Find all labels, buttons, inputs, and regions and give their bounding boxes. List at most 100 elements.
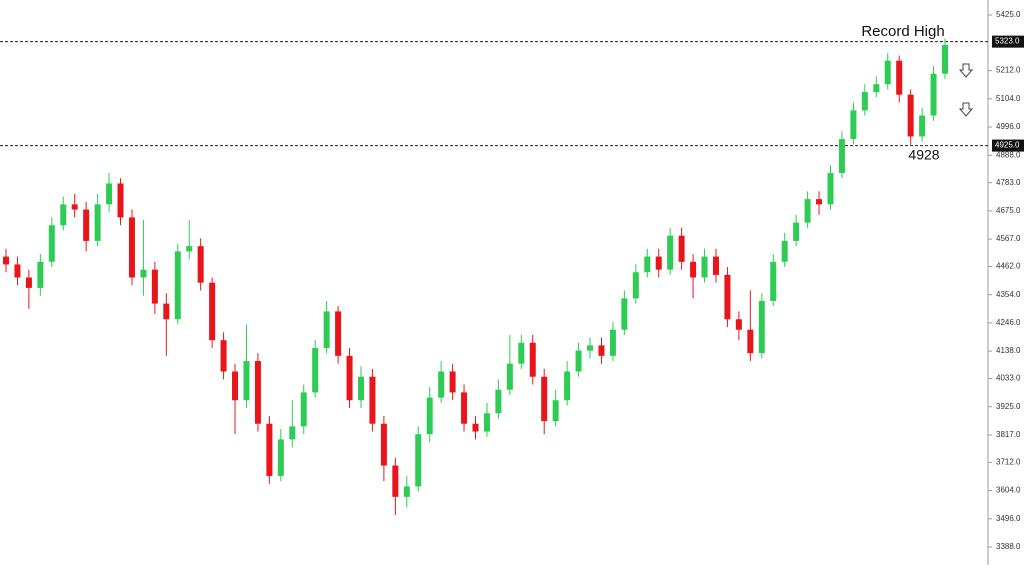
candle-body (518, 342, 525, 364)
y-tick-label: 3604.0 (996, 486, 1021, 495)
candle-body (369, 376, 376, 424)
candle-body (60, 204, 67, 226)
candle-body (266, 423, 273, 476)
candle-body (186, 246, 193, 252)
candle-body (667, 235, 674, 270)
y-tick-label: 4033.0 (996, 374, 1021, 383)
y-tick-label: 4246.0 (996, 318, 1021, 327)
candle-body (71, 204, 78, 210)
candle-body (587, 345, 594, 351)
y-tick-label: 5104.0 (996, 94, 1021, 103)
candle-body (816, 199, 823, 205)
candle-body (426, 397, 433, 435)
candle-body (724, 274, 731, 320)
candle-body (827, 173, 834, 205)
candle-body (770, 261, 777, 301)
candle-body (701, 256, 708, 278)
candle-body (793, 222, 800, 241)
candle-body (873, 84, 880, 93)
annotation: Record High (861, 23, 944, 40)
candle-body (758, 300, 765, 354)
y-tick-label: 4675.0 (996, 206, 1021, 215)
candle-body (220, 340, 227, 372)
candle-body (598, 345, 605, 356)
candle-body (781, 240, 788, 262)
candle-body (884, 60, 891, 85)
candle-body (930, 73, 937, 116)
y-tick-label: 4783.0 (996, 178, 1021, 187)
candle-body (48, 225, 55, 262)
y-tick-label: 5212.0 (996, 66, 1021, 75)
candle-body (690, 261, 697, 278)
candle-body (506, 363, 513, 390)
candle-body (655, 256, 662, 270)
candle-body (117, 183, 124, 218)
candle-body (25, 277, 32, 288)
candle-body (94, 204, 101, 241)
candle-body (850, 110, 857, 140)
candle-body (300, 392, 307, 427)
candle-body (621, 298, 628, 330)
annotation: 4928 (908, 147, 939, 163)
candle-body (461, 392, 468, 424)
candle-body (529, 342, 536, 377)
y-tick-label: 4462.0 (996, 262, 1021, 271)
candle-body (415, 434, 422, 487)
candle-body (449, 371, 456, 393)
candle-body (243, 361, 250, 401)
candle-body (838, 139, 845, 174)
candle-body (106, 183, 113, 205)
candle-body (747, 329, 754, 354)
y-tick-label: 4888.0 (996, 150, 1021, 159)
candle-body (197, 246, 204, 283)
candle-body (289, 426, 296, 440)
candle-body (861, 92, 868, 111)
candle-body (380, 423, 387, 466)
candle-body (472, 423, 479, 432)
candle-body (209, 282, 216, 341)
candle-body (14, 264, 21, 278)
level-label-bg (992, 139, 1024, 152)
y-tick-label: 3712.0 (996, 457, 1021, 466)
level-label: 4925.0 (995, 141, 1020, 150)
candle-body (151, 269, 158, 304)
candle-body (403, 486, 410, 497)
candle-body (564, 371, 571, 401)
candle-body (735, 319, 742, 330)
y-tick-label: 3925.0 (996, 402, 1021, 411)
candle-body (232, 371, 239, 401)
candle-body (357, 376, 364, 401)
candle-body (438, 371, 445, 398)
y-tick-label: 4996.0 (996, 122, 1021, 131)
candle-body (346, 355, 353, 401)
candle-body (907, 94, 914, 137)
candle-body (712, 256, 719, 275)
y-tick-label: 3496.0 (996, 514, 1021, 523)
arrow-icon (958, 102, 974, 117)
candle-body (942, 45, 948, 74)
candle-body (3, 256, 9, 265)
y-tick-label: 5425.0 (996, 10, 1021, 19)
candle-body (552, 400, 559, 422)
candle-body (495, 389, 502, 414)
candle-body (575, 350, 582, 372)
y-tick-label: 4354.0 (996, 290, 1021, 299)
candle-body (609, 329, 616, 356)
candle-body (254, 361, 261, 424)
candle-body (483, 413, 490, 432)
y-tick-label: 3388.0 (996, 542, 1021, 551)
candle-body (323, 311, 330, 348)
candle-body (37, 261, 44, 288)
candle-body (128, 217, 135, 278)
candle-body (312, 347, 319, 393)
candle-body (392, 465, 399, 497)
arrow-icon (958, 63, 974, 78)
candle-body (678, 235, 685, 262)
candle-body (335, 311, 342, 356)
y-tick-label: 4567.0 (996, 234, 1021, 243)
level-label-bg (992, 35, 1024, 48)
candle-body (644, 256, 651, 273)
candle-body (896, 60, 903, 95)
candle-body (277, 439, 284, 476)
